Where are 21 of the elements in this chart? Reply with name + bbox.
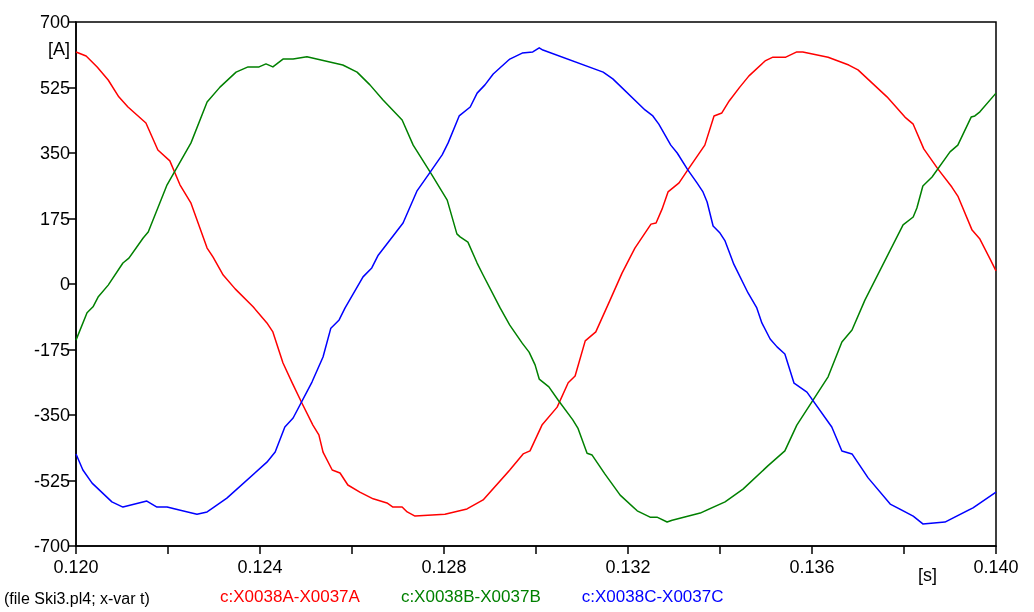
text: c:X0038C-X0037C [581,587,724,606]
y-tick-label: -350 [33,405,70,425]
y-tick-label: 700 [39,12,70,32]
y-tick-label: -700 [33,536,70,556]
x-tick-label: 0.136 [789,557,835,577]
y-tick-label: -525 [33,470,70,491]
x-tick-label: 0.120 [53,557,99,577]
text: c:X0038A-X0037A [220,587,361,606]
y-tick-label: 525 [39,77,70,98]
y-tick-label: 175 [39,208,70,229]
y-tick-label: 350 [39,143,70,163]
text: (file Ski3.pl4; x-var t) [4,589,150,607]
text: c:X0038B-X0037B [400,587,541,606]
x-tick-label: 0.128 [421,557,467,577]
y-tick-label: 0 [59,274,70,294]
y-tick-label: -175 [33,339,70,360]
x-tick-label: 0.124 [237,557,283,577]
x-axis-title: [s] [918,565,938,585]
x-tick-label: 0.140 [973,557,1019,577]
x-tick-label: 0.132 [605,557,651,577]
y-axis-title: [A] [47,39,71,59]
